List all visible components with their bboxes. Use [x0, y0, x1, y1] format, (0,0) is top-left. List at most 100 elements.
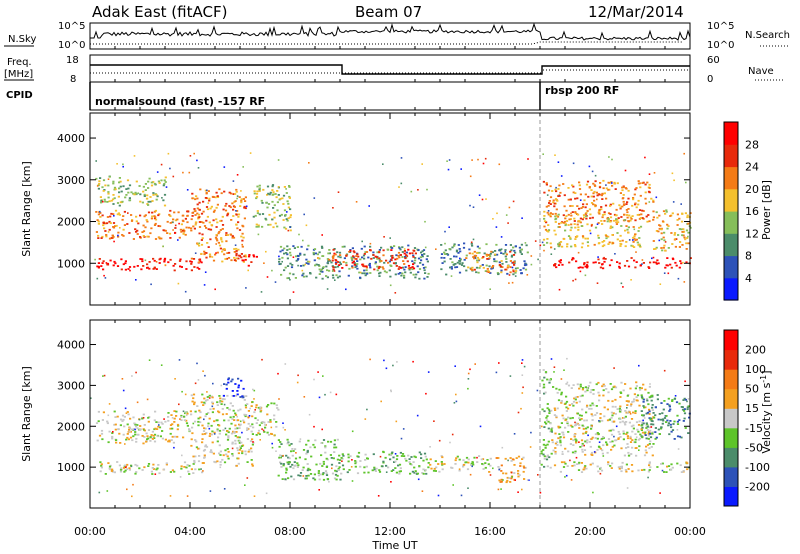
power-cell: [274, 222, 277, 225]
power-cell: [120, 258, 123, 261]
velocity-scatter-cell: [591, 424, 593, 427]
power-cell: [219, 220, 222, 222]
power-scatter-cell: [194, 252, 197, 254]
velocity-scatter-cell: [560, 378, 563, 380]
power-cell: [142, 235, 145, 237]
velocity-cell: [113, 423, 116, 426]
power-cell: [155, 198, 158, 201]
power-cell: [205, 219, 208, 222]
power-cell: [142, 230, 146, 233]
velocity-cell: [124, 464, 127, 467]
power-scatter-cell: [105, 262, 108, 264]
power-cell: [597, 258, 600, 261]
velocity-cell: [569, 443, 572, 445]
velocity-cell: [683, 417, 686, 420]
power-cell: [569, 236, 572, 239]
power-cell: [154, 238, 158, 240]
power-scatter-cell: [305, 224, 308, 227]
power-cell: [314, 252, 317, 255]
power-cell: [671, 243, 674, 245]
power-cell: [679, 241, 682, 243]
velocity-cell: [145, 432, 148, 435]
velocity-cell: [195, 440, 198, 443]
power-colorbar-segment: [724, 211, 738, 234]
velocity-cell: [381, 465, 384, 468]
power-scatter-cell: [472, 206, 475, 208]
velocity-cell: [563, 461, 566, 464]
power-cell: [283, 269, 286, 272]
power-cell: [657, 262, 660, 265]
power-cell: [112, 222, 116, 224]
velocity-cell: [191, 432, 194, 435]
power-scatter-cell: [184, 290, 187, 293]
power-cell: [158, 262, 161, 264]
power-cell: [194, 223, 197, 226]
velocity-scatter-cell: [458, 468, 461, 470]
power-cell: [583, 262, 586, 264]
velocity-cell: [497, 466, 500, 468]
power-cell: [653, 248, 656, 250]
velocity-scatter-cell: [451, 433, 454, 436]
velocity-cell: [671, 400, 674, 402]
power-cell: [332, 255, 335, 258]
power-scatter-cell: [198, 242, 201, 245]
power-cell: [678, 246, 681, 248]
velocity-cell: [556, 441, 559, 444]
power-scatter-cell: [285, 188, 287, 190]
velocity-cell: [559, 437, 562, 440]
velocity-cell: [622, 389, 625, 392]
velocity-cell: [663, 400, 666, 402]
power-cell: [555, 208, 558, 211]
power-cell: [128, 232, 131, 234]
velocity-cell: [245, 414, 248, 416]
power-scatter-cell: [271, 269, 273, 272]
velocity-cell: [175, 410, 178, 413]
velocity-cell: [227, 378, 230, 381]
power-cell: [169, 258, 172, 261]
power-cell: [318, 268, 321, 271]
power-cell: [97, 265, 100, 268]
power-cell: [682, 234, 685, 237]
velocity-cell: [581, 442, 584, 445]
power-cell: [142, 190, 145, 193]
velocity-cell: [280, 443, 283, 445]
velocity-cell: [542, 453, 545, 456]
velocity-cell: [305, 475, 308, 477]
power-scatter-cell: [534, 240, 537, 242]
velocity-scatter-cell: [253, 389, 256, 392]
velocity-cell: [484, 466, 487, 469]
power-cell: [619, 242, 622, 245]
velocity-cell: [430, 467, 433, 470]
power-scatter-cell: [417, 189, 419, 191]
velocity-cell: [239, 447, 242, 450]
power-cell: [505, 258, 508, 260]
velocity-scatter-cell: [223, 403, 226, 406]
power-cell: [568, 261, 571, 264]
velocity-cell: [589, 381, 592, 384]
power-cell: [355, 258, 358, 260]
power-cell: [500, 260, 503, 262]
power-cell: [347, 274, 350, 277]
velocity-scatter-cell: [331, 467, 333, 470]
velocity-cell: [609, 465, 612, 467]
power-cell: [327, 252, 330, 255]
velocity-cell: [159, 435, 162, 438]
power-cell: [207, 190, 210, 192]
power-cell: [592, 182, 595, 185]
power-cell: [520, 248, 523, 251]
velocity-cell: [575, 441, 578, 444]
power-cell: [369, 266, 372, 269]
power-cell: [478, 258, 481, 261]
velocity-scatter-cell: [322, 375, 324, 377]
power-cell: [107, 184, 110, 187]
velocity-cell: [504, 457, 507, 460]
power-cell: [682, 228, 685, 230]
velocity-cell: [570, 438, 573, 440]
power-cell: [624, 245, 627, 248]
power-scatter-cell: [471, 159, 473, 161]
power-cell: [686, 214, 689, 217]
velocity-cell: [153, 440, 157, 443]
power-cell: [184, 233, 187, 236]
velocity-cell: [342, 468, 345, 471]
velocity-scatter-cell: [510, 471, 513, 474]
